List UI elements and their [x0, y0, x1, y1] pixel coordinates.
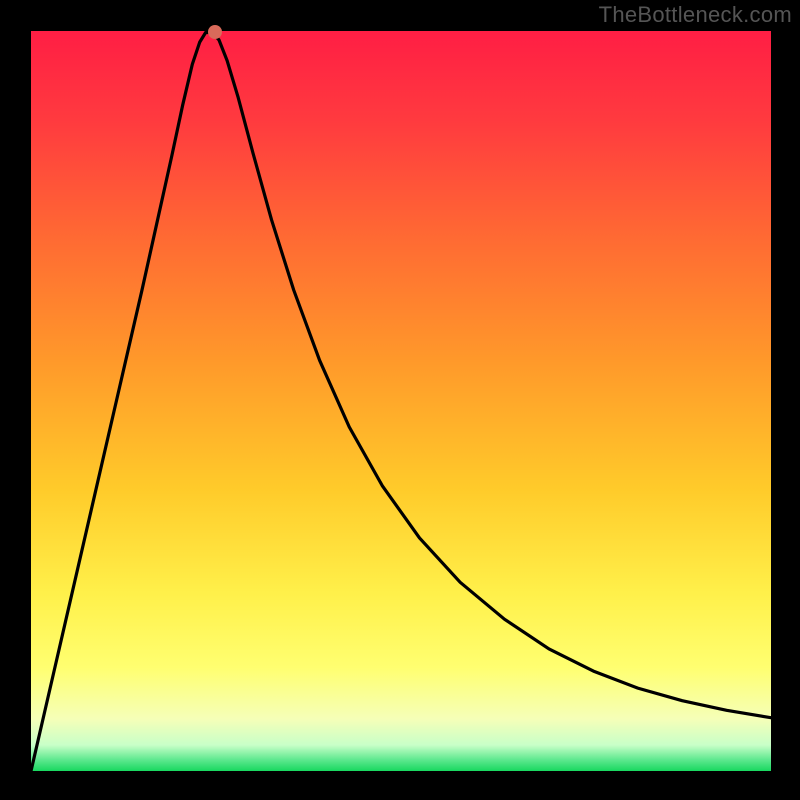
curve-path	[31, 32, 771, 771]
bottleneck-curve	[31, 31, 771, 771]
watermark-text: TheBottleneck.com	[599, 2, 792, 28]
plot-area	[31, 31, 771, 771]
optimum-marker	[208, 25, 222, 39]
